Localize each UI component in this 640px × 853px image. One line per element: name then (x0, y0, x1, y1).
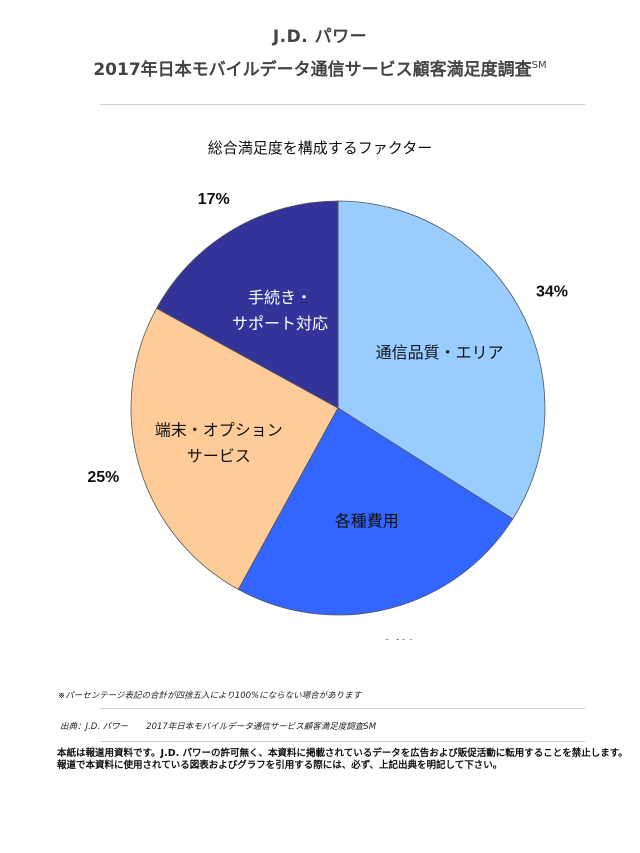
disclaimer: 本紙は報道用資料です。J.D. パワーの許可無く、本資料に掲載されているデータを… (57, 748, 628, 772)
top-divider (100, 104, 585, 105)
pie-slice-fees (237, 407, 514, 616)
percent-label-service-quality: 34% (536, 283, 568, 300)
pie-slice-procedures-support (156, 200, 339, 409)
service-mark: SM (531, 60, 547, 71)
survey-title: 2017年日本モバイルデータ通信サービス顧客満足度調査SM (0, 55, 640, 80)
pie-slice-devices-options (130, 307, 339, 590)
percent-label-procedures-support: 17% (198, 191, 230, 208)
percent-label-devices-options: 25% (87, 469, 119, 486)
source-title: 2017年日本モバイルデータ通信サービス顧客満足度調査SM (146, 722, 377, 732)
slice-label-procedures-support: 手続き・ (248, 288, 312, 307)
slice-label-fees: 各種費用 (335, 511, 399, 530)
percent-label-fees: 24% (383, 638, 415, 640)
slice-label-devices-options: 端末・オプション (155, 421, 283, 440)
report-header: J.D. パワー 2017年日本モバイルデータ通信サービス顧客満足度調査SM (0, 22, 640, 80)
slice-label-procedures-support: サポート対応 (232, 314, 328, 333)
source-line: 出典：J.D. パワー 2017年日本モバイルデータ通信サービス顧客満足度調査SM (60, 720, 376, 732)
bottom-divider (100, 741, 585, 742)
source-prefix: 出典：J.D. パワー (60, 722, 129, 732)
disclaimer-line-2: 報道で本資料に使用されている図表およびグラフを引用する際には、必ず、上記出典を明… (57, 760, 503, 771)
middle-divider (100, 708, 585, 709)
slice-label-service-quality: 通信品質・エリア (376, 343, 504, 362)
rounding-note: ※パーセンテージ表記の合計が四捨五入により100%にならない場合があります (58, 691, 362, 701)
slice-label-devices-options: サービス (187, 447, 251, 466)
brand-name: J.D. パワー (272, 27, 368, 47)
pie-slice-service-quality (337, 200, 546, 520)
disclaimer-line-1: 本紙は報道用資料です。J.D. パワーの許可無く、本資料に掲載されているデータを… (57, 748, 628, 759)
chart-title: 総合満足度を構成するファクター (207, 139, 433, 157)
survey-title-text: 2017年日本モバイルデータ通信サービス顧客満足度調査 (93, 60, 532, 80)
